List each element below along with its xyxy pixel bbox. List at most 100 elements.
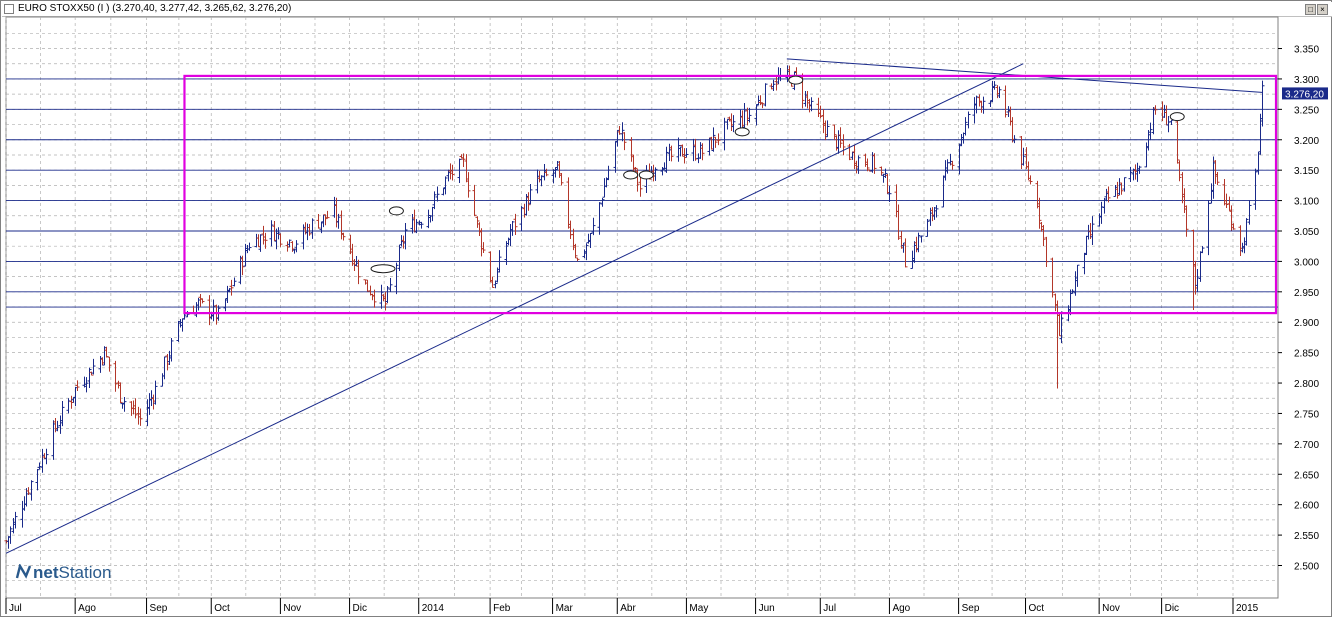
- ohlc-bar: [950, 160, 955, 170]
- x-tick-label: Nov: [1102, 603, 1120, 614]
- ohlc-bar: [896, 204, 901, 240]
- ohlc-bar: [1050, 257, 1055, 298]
- ohlc-bar: [1021, 147, 1026, 166]
- gap-marker-ellipse: [370, 264, 396, 274]
- gap-marker-ellipse: [734, 127, 750, 137]
- ohlc-bar: [606, 165, 611, 181]
- trendline: [5, 63, 1024, 554]
- x-tick-label: Jun: [759, 603, 775, 614]
- ohlc-bar: [1177, 160, 1182, 182]
- restore-button[interactable]: □: [1305, 4, 1316, 15]
- y-tick-label: 2.950: [1294, 288, 1319, 299]
- ohlc-bar: [1184, 205, 1189, 237]
- ohlc-bar: [232, 277, 237, 287]
- ohlc-bar: [1215, 172, 1220, 186]
- ohlc-bar: [443, 176, 448, 195]
- ohlc-bar: [504, 241, 509, 265]
- ohlc-bar: [258, 234, 263, 252]
- ohlc-bar: [240, 255, 245, 276]
- ohlc-bar: [684, 148, 689, 158]
- x-tick-label: Sep: [150, 603, 168, 614]
- ohlc-bar: [37, 462, 42, 470]
- ohlc-bar: [963, 117, 968, 136]
- ohlc-bar: [294, 240, 299, 253]
- ohlc-bar: [1195, 269, 1200, 293]
- ohlc-bar: [713, 136, 718, 148]
- ohlc-bar: [1137, 165, 1142, 174]
- ohlc-bar: [1012, 135, 1017, 144]
- ohlc-bar: [513, 213, 518, 235]
- ohlc-bar: [388, 278, 393, 293]
- ohlc-bar: [1175, 118, 1180, 164]
- ohlc-bar: [1128, 166, 1133, 183]
- ohlc-bar: [497, 250, 502, 273]
- ohlc-bar: [263, 232, 268, 249]
- ohlc-bar: [133, 398, 138, 419]
- ohlc-bar: [919, 235, 924, 243]
- x-tick-label: Nov: [283, 603, 301, 614]
- x-tick-label: 2014: [422, 603, 445, 614]
- ohlc-bar: [838, 127, 843, 148]
- ohlc-bar: [731, 115, 736, 133]
- ohlc-bar: [653, 167, 658, 181]
- ohlc-bar: [269, 220, 274, 247]
- ohlc-bar: [1003, 85, 1008, 118]
- x-tick-label: Ago: [892, 603, 910, 614]
- y-tick-label: 2.500: [1294, 562, 1319, 573]
- ohlc-bar: [925, 219, 930, 237]
- close-button[interactable]: ×: [1317, 4, 1328, 15]
- ohlc-bar: [818, 105, 823, 119]
- ohlc-bar: [472, 184, 477, 217]
- ohlc-bar: [879, 166, 884, 176]
- ohlc-bar: [526, 192, 531, 211]
- ohlc-bar: [356, 259, 361, 285]
- ohlc-bar: [310, 218, 315, 239]
- x-tick-label: May: [689, 603, 708, 614]
- ohlc-bar: [997, 86, 1002, 99]
- horizontal-lines: [6, 78, 1278, 308]
- ohlc-bar: [584, 243, 589, 261]
- netstation-logo: netStation: [15, 562, 111, 583]
- ohlc-bar: [841, 134, 846, 156]
- range-rectangle: [183, 74, 1278, 315]
- x-axis: Jul Ago Sep Oct Nov Dic 2014 Feb Mar Abr May Jun Jul…: [5, 598, 1259, 614]
- ohlc-bar: [620, 122, 625, 142]
- ohlc-bar: [247, 242, 252, 251]
- ohlc-bar: [763, 83, 768, 107]
- ohlc-bar: [981, 96, 986, 114]
- ohlc-bar: [107, 356, 112, 372]
- ohlc-bar: [544, 168, 549, 177]
- ohlc-bar: [903, 238, 908, 268]
- x-tick-label: Abr: [620, 603, 636, 614]
- y-tick-label: 3.100: [1294, 197, 1319, 208]
- ohlc-bar: [1247, 200, 1252, 225]
- ohlc-bar: [916, 232, 921, 253]
- ohlc-bar: [29, 480, 34, 501]
- ohlc-bar: [559, 172, 564, 186]
- ohlc-bar: [600, 198, 605, 207]
- y-tick-label: 2.600: [1294, 501, 1319, 512]
- ohlc-bar: [84, 377, 89, 393]
- ohlc-bar: [1070, 289, 1075, 295]
- ohlc-bar: [528, 183, 533, 205]
- logo-net: net: [33, 563, 59, 582]
- price-tag-bg: [1282, 87, 1328, 100]
- y-tick-label: 3.150: [1294, 166, 1319, 177]
- ohlc-bar: [1028, 175, 1033, 185]
- gap-marker-ellipse: [788, 75, 804, 85]
- ohlc-bars: [4, 65, 1265, 549]
- ohlc-bar: [1106, 186, 1111, 203]
- ohlc-bar: [669, 145, 674, 162]
- ohlc-bar: [622, 132, 627, 151]
- ohlc-bar: [856, 155, 861, 174]
- ohlc-bar: [1148, 122, 1153, 141]
- ohlc-bar: [414, 219, 419, 234]
- ohlc-bar: [754, 104, 759, 126]
- ohlc-bar: [1075, 264, 1080, 287]
- ohlc-bar: [519, 206, 524, 231]
- ohlc-bar: [60, 401, 65, 427]
- ohlc-bar: [1059, 311, 1064, 344]
- ohlc-bar: [325, 210, 330, 219]
- ohlc-bar: [200, 298, 205, 304]
